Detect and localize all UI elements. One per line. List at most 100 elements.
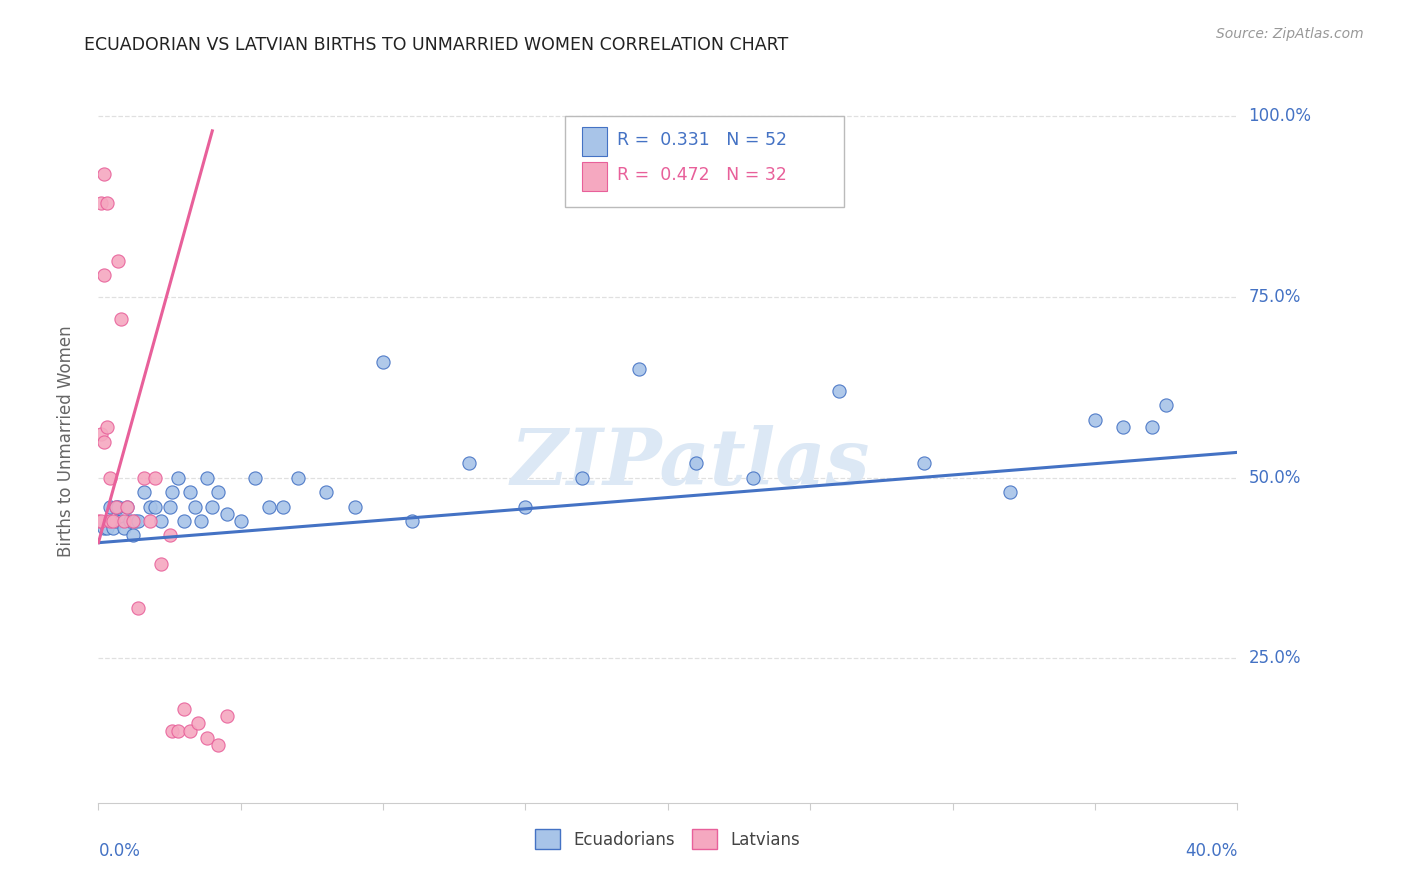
Point (138, 500, 160, 514)
Point (121, 514, 143, 528)
Point (162, 485, 184, 500)
Point (173, 514, 195, 528)
Point (167, 723, 190, 738)
Text: 75.0%: 75.0% (1249, 288, 1301, 306)
Point (118, 514, 141, 528)
Point (124, 514, 146, 528)
Point (110, 514, 132, 528)
Point (90, 514, 112, 528)
Point (243, 471, 266, 485)
Point (93, 434, 115, 449)
Point (259, 500, 281, 514)
Point (457, 456, 479, 470)
Point (187, 716, 209, 731)
Point (93, 167, 115, 181)
Point (98, 514, 121, 528)
Point (912, 456, 935, 470)
Point (1154, 398, 1177, 412)
Point (207, 738, 229, 752)
Point (167, 471, 190, 485)
Point (98, 471, 121, 485)
Point (98, 500, 121, 514)
Point (145, 500, 167, 514)
Text: R =  0.472   N = 32: R = 0.472 N = 32 (617, 166, 786, 184)
Point (628, 362, 651, 376)
Point (515, 500, 537, 514)
Text: R =  0.331   N = 52: R = 0.331 N = 52 (617, 131, 786, 149)
FancyBboxPatch shape (582, 162, 607, 191)
Point (742, 471, 765, 485)
Point (150, 558, 173, 572)
Text: ECUADORIAN VS LATVIAN BIRTHS TO UNMARRIED WOMEN CORRELATION CHART: ECUADORIAN VS LATVIAN BIRTHS TO UNMARRIE… (84, 36, 789, 54)
Point (998, 485, 1021, 500)
Point (273, 500, 295, 514)
Text: 100.0%: 100.0% (1249, 107, 1312, 126)
Point (173, 702, 195, 716)
Point (115, 500, 138, 514)
Point (112, 521, 135, 535)
Point (87, 514, 110, 528)
Point (98, 514, 121, 528)
Point (159, 528, 181, 542)
Point (132, 485, 155, 500)
Point (107, 253, 129, 268)
Point (1112, 420, 1135, 434)
Point (96, 521, 118, 535)
Point (401, 514, 423, 528)
Point (107, 500, 129, 514)
Y-axis label: Births to Unmarried Women: Births to Unmarried Women (56, 326, 75, 558)
Point (121, 528, 143, 542)
Point (90, 196, 112, 211)
Point (145, 471, 167, 485)
Point (101, 521, 124, 535)
Text: 25.0%: 25.0% (1249, 649, 1301, 667)
Text: ZIPatlas: ZIPatlas (510, 425, 870, 501)
Legend: Ecuadorians, Latvians: Ecuadorians, Latvians (529, 822, 807, 856)
Point (127, 600, 149, 615)
Point (159, 500, 181, 514)
Point (201, 500, 224, 514)
Text: 50.0%: 50.0% (1249, 468, 1301, 487)
Point (373, 355, 395, 369)
Point (104, 514, 127, 528)
Text: Source: ZipAtlas.com: Source: ZipAtlas.com (1216, 27, 1364, 41)
Point (93, 268, 115, 283)
Point (215, 507, 238, 521)
Point (115, 500, 138, 514)
Text: 40.0%: 40.0% (1185, 842, 1237, 860)
Point (685, 456, 707, 470)
Point (112, 514, 135, 528)
Point (179, 485, 201, 500)
FancyBboxPatch shape (582, 128, 607, 156)
Point (150, 514, 173, 528)
Text: 0.0%: 0.0% (98, 842, 141, 860)
Point (229, 514, 252, 528)
Point (215, 709, 238, 723)
Point (315, 485, 337, 500)
Point (343, 500, 366, 514)
Point (127, 514, 149, 528)
Point (93, 521, 115, 535)
Point (828, 384, 851, 398)
Point (207, 485, 229, 500)
Point (138, 514, 160, 528)
Point (90, 427, 112, 442)
Point (179, 723, 201, 738)
Point (1084, 413, 1107, 427)
Point (104, 500, 127, 514)
Point (190, 514, 212, 528)
Point (571, 471, 593, 485)
Point (287, 471, 309, 485)
FancyBboxPatch shape (565, 117, 845, 207)
Point (195, 731, 218, 745)
Point (110, 311, 132, 326)
Point (96, 420, 118, 434)
Point (195, 471, 218, 485)
Point (184, 500, 207, 514)
Point (162, 723, 184, 738)
Point (101, 514, 124, 528)
Point (132, 471, 155, 485)
Point (96, 196, 118, 211)
Point (1140, 420, 1163, 434)
Point (104, 500, 127, 514)
